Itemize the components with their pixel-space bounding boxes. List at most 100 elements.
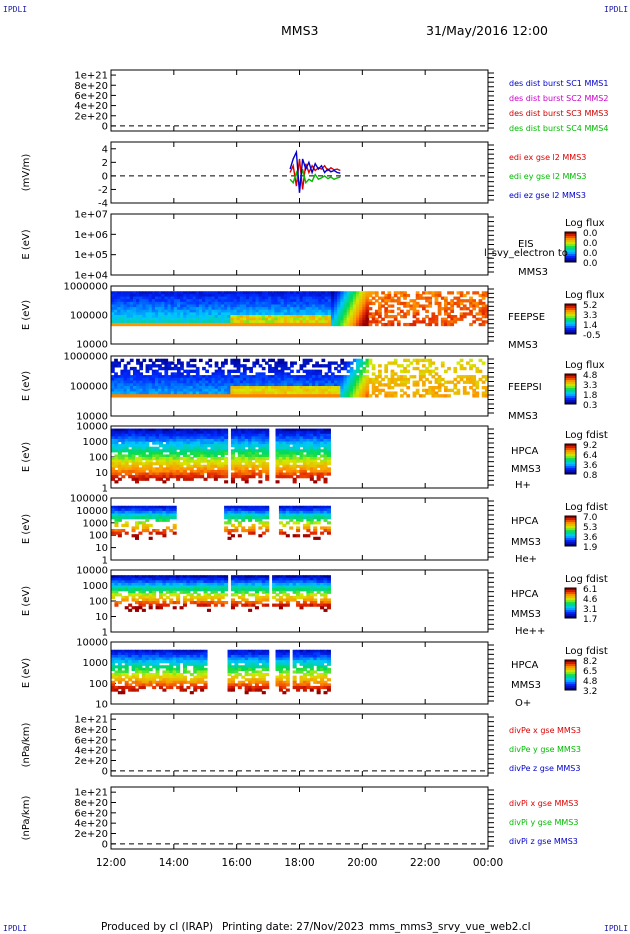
heatmap-cell (296, 320, 301, 324)
heatmap-cell (193, 441, 198, 445)
heatmap-cell (323, 433, 328, 437)
heatmap-cell (111, 467, 116, 471)
heatmap-cell (220, 307, 225, 311)
heatmap-cell (242, 364, 247, 368)
heatmap-cell (145, 394, 150, 398)
heatmap-cell (145, 304, 150, 308)
heatmap-cell (352, 391, 357, 395)
heatmap-cell (217, 291, 222, 295)
heatmap-cell (114, 317, 118, 321)
heatmap-cell (186, 388, 191, 393)
heatmap-cell (120, 293, 125, 298)
colorbar-cell (565, 304, 576, 307)
heatmap-cell (198, 391, 203, 395)
heatmap-cell (309, 431, 314, 435)
heatmap-cell (148, 462, 153, 466)
heatmap-cell (255, 301, 260, 306)
heatmap-cell (158, 322, 162, 327)
heatmap-cell (172, 469, 177, 474)
heatmap-cell (205, 322, 209, 327)
heatmap-cell (292, 464, 297, 468)
heatmap-cell (396, 301, 401, 306)
heatmap-cell (236, 388, 241, 393)
heatmap-cell (152, 508, 157, 512)
heatmap-cell (396, 320, 401, 324)
heatmap-cell (196, 467, 201, 471)
heatmap-cell (384, 293, 389, 298)
heatmap-cell (124, 457, 129, 461)
heatmap-cell (211, 388, 216, 393)
heatmap-cell (224, 472, 229, 476)
heatmap-cell (308, 369, 313, 373)
heatmap-cell (145, 459, 150, 463)
heatmap-cell (189, 580, 194, 584)
heatmap-cell (302, 364, 307, 368)
heatmap-cell (193, 436, 198, 440)
heatmap-cell (189, 293, 194, 298)
heatmap-cell (302, 388, 307, 393)
heatmap-cell (258, 428, 263, 432)
heatmap-cell (316, 477, 321, 481)
heatmap-cell (172, 585, 177, 589)
heatmap-cell (282, 454, 287, 458)
heatmap-cell (193, 469, 198, 474)
heatmap-cell (378, 372, 382, 376)
heatmap-cell (162, 593, 167, 597)
heatmap-cell (123, 383, 128, 387)
heatmap-cell (244, 451, 249, 456)
heatmap-cell (167, 375, 172, 379)
heatmap-cell (321, 291, 326, 295)
heatmap-cell (264, 394, 269, 398)
heatmap-cell (180, 317, 184, 321)
heatmap-cell (214, 375, 219, 379)
heatmap-cell (261, 299, 266, 303)
heatmap-cell (224, 588, 229, 592)
heatmap-cell (202, 312, 206, 316)
heatmap-cell (437, 386, 442, 390)
heatmap-cell (129, 388, 134, 393)
heatmap-cell (254, 454, 259, 458)
heatmap-cell (337, 369, 341, 373)
heatmap-cell (356, 375, 360, 379)
heatmap-cell (244, 462, 249, 466)
heatmap-cell (131, 454, 136, 458)
heatmap-cell (196, 595, 201, 600)
heatmap-cell (265, 516, 270, 520)
heatmap-cell (248, 444, 253, 448)
heatmap-cell (189, 601, 194, 605)
heatmap-cell (296, 518, 301, 522)
heatmap-cell (431, 369, 436, 373)
heatmap-cell (286, 309, 291, 313)
heatmap-cell (371, 312, 376, 316)
heatmap-cell (186, 593, 191, 597)
heatmap-cell (365, 322, 370, 327)
panel-label: HPCA (511, 446, 539, 457)
heatmap-cell (302, 601, 307, 605)
heatmap-cell (340, 375, 345, 379)
heatmap-cell (224, 322, 228, 327)
heatmap-cell (155, 449, 160, 453)
heatmap-cell (124, 436, 129, 440)
heatmap-cell (462, 315, 467, 319)
heatmap-cell (349, 296, 354, 300)
heatmap-cell (321, 380, 326, 384)
heatmap-cell (290, 293, 294, 298)
heatmap-cell (362, 320, 367, 324)
heatmap-cell (208, 317, 213, 321)
colorbar-cell (565, 248, 576, 251)
heatmap-cell (282, 513, 287, 517)
heatmap-cell (390, 377, 395, 382)
heatmap-cell (241, 454, 246, 458)
heatmap-cell (249, 307, 253, 311)
heatmap-cell (182, 588, 187, 592)
heatmap-cell (196, 457, 201, 461)
heatmap-cell (200, 582, 205, 587)
heatmap-cell (124, 521, 129, 525)
heatmap-cell (123, 369, 128, 373)
heatmap-cell (200, 431, 205, 435)
heatmap-cell (158, 375, 162, 379)
heatmap-cell (230, 508, 235, 512)
heatmap-cell (233, 304, 238, 308)
heatmap-cell (111, 441, 116, 445)
heatmap-cell (192, 369, 197, 373)
